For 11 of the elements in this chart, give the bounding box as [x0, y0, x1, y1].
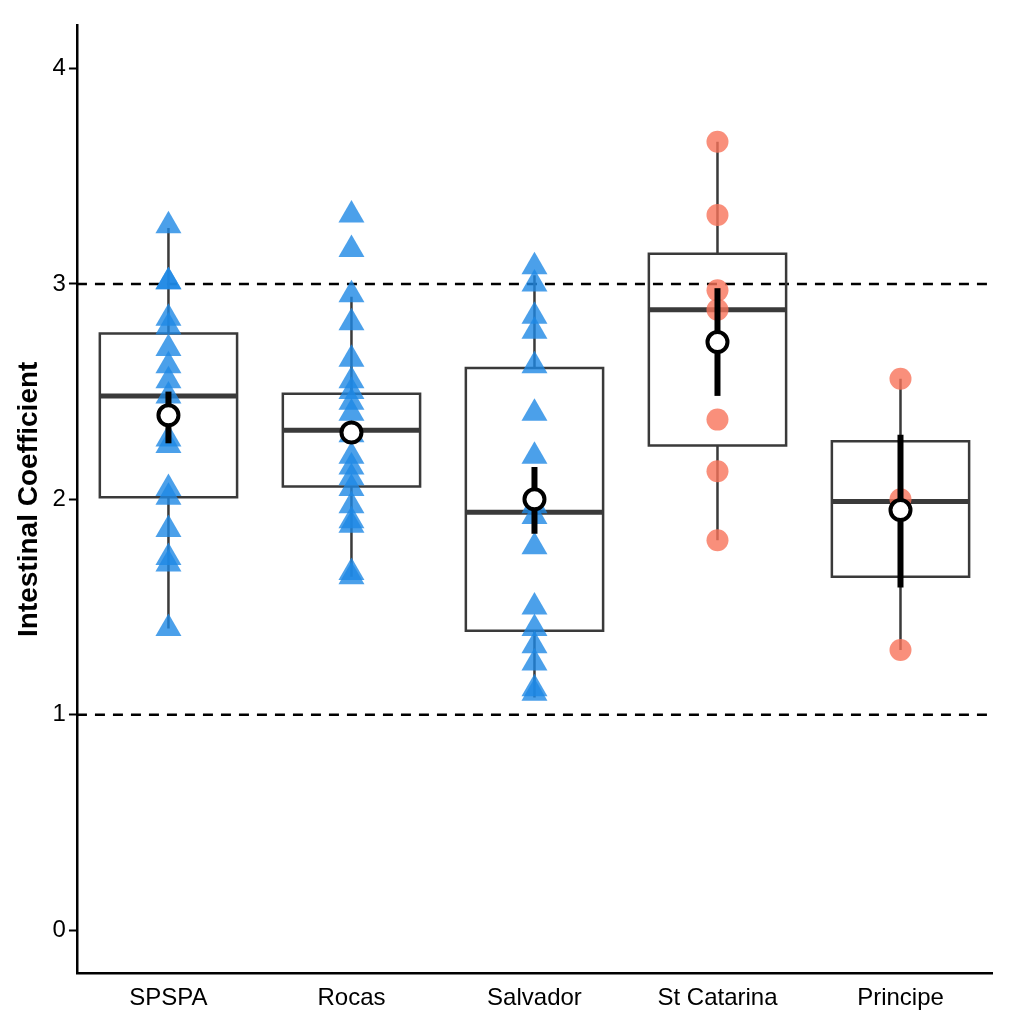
x-tick-label: Salvador: [487, 983, 582, 1011]
x-tick-label: Principe: [857, 983, 944, 1011]
x-tick-label: SPSPA: [129, 983, 208, 1011]
y-tick-label: 2: [52, 483, 66, 511]
y-tick-label: 3: [52, 268, 66, 296]
x-tick-label: Rocas: [317, 983, 386, 1011]
y-tick-label: 0: [52, 914, 66, 942]
y-tick-label: 4: [52, 53, 66, 81]
y-axis-title: Intestinal Coefficient: [11, 361, 43, 637]
y-tick-label: 1: [52, 699, 66, 727]
x-tick-label: St Catarina: [657, 983, 779, 1011]
